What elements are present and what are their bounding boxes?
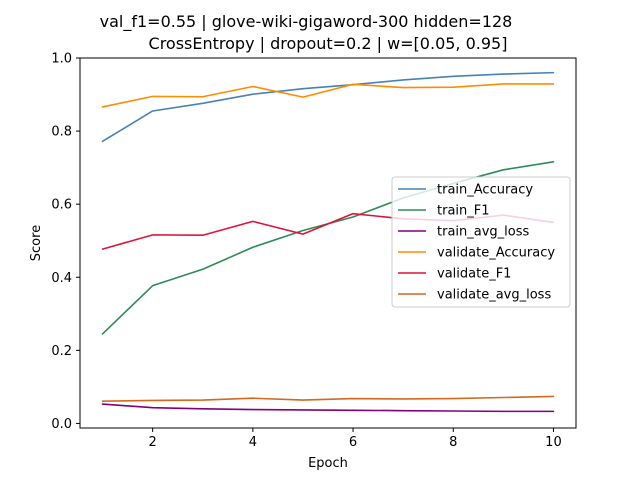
- series-line-train-avg-loss: [101, 403, 555, 413]
- y-tick-label: 0.6: [51, 198, 72, 213]
- y-tick-label: 0.8: [51, 125, 72, 140]
- legend-label-validate-avg-loss: validate_avg_loss: [437, 288, 551, 303]
- y-axis-label: Score: [29, 225, 44, 261]
- y-tick-label: 0.2: [51, 344, 72, 359]
- x-axis-label: Epoch: [308, 456, 348, 471]
- y-tick-label: 1.0: [51, 52, 72, 67]
- y-axis-ticks: 0.0 0.2 0.4 0.6 0.8 1.0: [51, 52, 80, 432]
- y-tick-label: 0.0: [51, 417, 72, 432]
- legend-label-validate-accuracy: validate_Accuracy: [437, 246, 555, 261]
- legend-label-train-f1: train_F1: [437, 204, 490, 219]
- x-tick-label: 4: [249, 435, 257, 450]
- chart-title-line-1: val_f1=0.55 | glove-wiki-gigaword-300 hi…: [100, 12, 513, 32]
- series-line-validate-avg-loss: [101, 395, 555, 402]
- chart-title-line-2: CrossEntropy | dropout=0.2 | w=[0.05, 0.…: [149, 34, 508, 53]
- x-tick-label: 2: [149, 435, 157, 450]
- legend-box: [391, 176, 571, 308]
- legend: train_Accuracy train_F1 train_avg_lossvali…: [391, 176, 571, 308]
- series-line-train-accuracy: [101, 71, 555, 143]
- series-line-validate-accuracy: [101, 83, 555, 108]
- x-tick-label: 10: [545, 435, 562, 450]
- legend-label-train-accuracy: train_Accuracy: [437, 183, 533, 198]
- y-tick-label: 0.4: [51, 271, 72, 286]
- x-tick-label: 8: [449, 435, 457, 450]
- legend-label-train-avg-loss: train_avg_loss: [437, 225, 530, 240]
- legend-label-validate-f1: validate_F1: [437, 267, 511, 282]
- plot-frame: [79, 57, 577, 429]
- x-tick-label: 6: [349, 435, 357, 450]
- series-lines: [101, 71, 555, 413]
- x-axis-ticks: 2 4 6 8 10: [149, 428, 562, 450]
